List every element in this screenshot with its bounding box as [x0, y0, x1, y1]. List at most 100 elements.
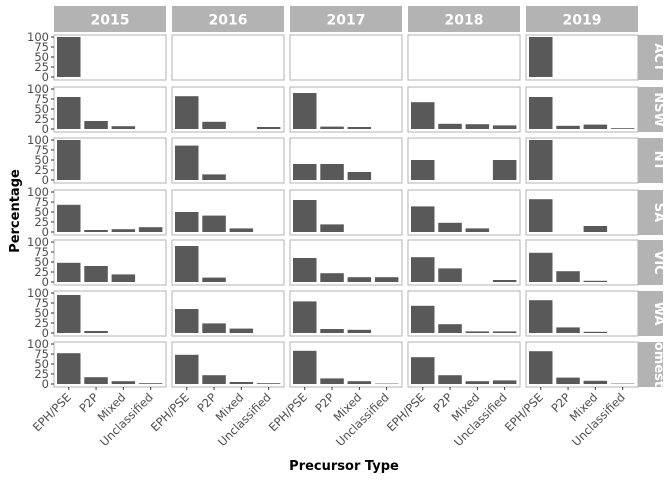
y-tick-label: 25	[34, 265, 49, 279]
bar-domestic-2016-p2p	[202, 375, 226, 384]
x-axis-title: Precursor Type	[289, 459, 399, 474]
bar-domestic-2017-ephpse	[293, 350, 317, 384]
y-tick-label: 25	[34, 112, 49, 126]
bar-domestic-2016-mixed	[229, 382, 254, 384]
bar-vic-2017-mixed	[347, 277, 372, 282]
bar-vic-2016-p2p	[202, 277, 226, 282]
row-strip-label-wa: WA	[651, 302, 666, 326]
bar-domestic-2016-unclassified	[256, 383, 281, 384]
bar-vic-2018-unclassified	[492, 280, 517, 282]
column-strip-2018	[408, 6, 520, 32]
bar-nt-2015-ephpse	[57, 140, 81, 180]
y-tick-label: 75	[34, 296, 49, 310]
bar-nsw-2015-mixed	[111, 126, 136, 129]
panel-act-2018	[407, 34, 521, 81]
x-tick-label: EPH/PSE	[266, 390, 310, 434]
bar-domestic-2017-p2p	[320, 378, 344, 384]
bar-sa-2019-mixed	[583, 226, 608, 232]
bar-nt-2016-p2p	[202, 174, 226, 180]
bar-nt-2017-p2p	[320, 164, 344, 180]
row-strip-nt	[637, 138, 663, 183]
bar-wa-2016-ephpse	[175, 309, 199, 333]
y-axes: 0255075100025507510002550751000255075100…	[27, 30, 54, 391]
bar-nsw-2018-mixed	[465, 124, 490, 129]
bar-wa-2017-mixed	[347, 329, 372, 333]
bar-nsw-2018-p2p	[438, 123, 462, 129]
bar-nt-2016-ephpse	[175, 145, 199, 180]
bar-nt-2018-unclassified	[492, 160, 517, 180]
bar-nsw-2018-unclassified	[492, 125, 517, 129]
row-strip-act	[637, 35, 663, 80]
y-tick-label: 100	[27, 133, 49, 147]
bar-nsw-2017-p2p	[320, 126, 344, 129]
y-tick-label: 100	[27, 337, 49, 351]
bar-nsw-2017-mixed	[347, 127, 372, 129]
bar-domestic-2018-unclassified	[492, 380, 517, 384]
bar-wa-2019-mixed	[583, 331, 608, 333]
row-strip-wa	[637, 291, 663, 336]
bar-nsw-2019-unclassified	[610, 128, 635, 129]
row-strip-sa	[637, 190, 663, 235]
bar-vic-2015-mixed	[111, 274, 136, 282]
y-tick-label: 0	[42, 377, 49, 391]
bar-wa-2018-mixed	[465, 331, 490, 333]
bar-nsw-2019-p2p	[556, 125, 580, 129]
x-tick-label: EPH/PSE	[384, 390, 428, 434]
bar-domestic-2015-mixed	[111, 381, 136, 384]
bar-sa-2015-ephpse	[57, 204, 81, 232]
bar-vic-2018-ephpse	[411, 257, 435, 282]
y-tick-label: 75	[34, 40, 49, 54]
bar-sa-2016-p2p	[202, 215, 226, 232]
y-tick-label: 0	[42, 275, 49, 289]
bar-sa-2017-p2p	[320, 224, 344, 232]
bar-vic-2018-p2p	[438, 268, 462, 282]
row-strip-label-nt: NT	[651, 151, 666, 171]
row-strip-label-nsw: NSW	[651, 92, 666, 127]
column-strip-label-2016: 2016	[209, 13, 248, 29]
bar-nt-2019-ephpse	[529, 140, 553, 180]
row-strip-label-sa: SA	[651, 203, 666, 222]
y-tick-label: 75	[34, 195, 49, 209]
row-strip-label-act: ACT	[651, 43, 666, 72]
bar-nt-2017-ephpse	[293, 164, 317, 180]
y-tick-label: 25	[34, 215, 49, 229]
bar-domestic-2015-p2p	[84, 377, 108, 384]
bar-domestic-2019-ephpse	[529, 351, 553, 384]
column-strip-label-2019: 2019	[563, 13, 602, 29]
y-axis-title: Percentage	[8, 169, 23, 253]
bar-vic-2019-p2p	[556, 271, 580, 282]
bar-wa-2019-p2p	[556, 327, 580, 333]
row-strip-label-vic: VIC	[651, 250, 666, 274]
column-strip-label-2018: 2018	[445, 13, 484, 29]
y-tick-label: 75	[34, 92, 49, 106]
bar-nt-2017-mixed	[347, 172, 372, 180]
bar-sa-2016-ephpse	[175, 212, 199, 232]
row-strip-nsw	[637, 87, 663, 132]
y-tick-label: 50	[34, 50, 49, 64]
bar-vic-2015-p2p	[84, 266, 108, 282]
bar-nsw-2016-ephpse	[175, 96, 199, 129]
bar-nsw-2015-ephpse	[57, 97, 81, 129]
y-tick-label: 100	[27, 235, 49, 249]
bar-nsw-2016-unclassified	[256, 127, 281, 129]
y-tick-label: 25	[34, 367, 49, 381]
bar-sa-2017-ephpse	[293, 200, 317, 232]
panel-act-2016	[171, 34, 285, 81]
bar-vic-2019-mixed	[583, 280, 608, 282]
bar-domestic-2017-mixed	[347, 381, 372, 384]
bar-domestic-2018-p2p	[438, 375, 462, 384]
bar-vic-2017-unclassified	[374, 277, 399, 282]
facet-strips: 2015 2016 2017 2018 2019 ACT NSW NT SA VIC WA omest	[54, 6, 666, 387]
bar-domestic-2018-ephpse	[411, 357, 435, 384]
y-tick-label: 0	[42, 70, 49, 84]
bar-vic-2015-ephpse	[57, 262, 81, 282]
y-tick-label: 25	[34, 60, 49, 74]
panel-act-2017	[289, 34, 403, 81]
bar-wa-2016-p2p	[202, 323, 226, 333]
bar-wa-2017-p2p	[320, 329, 344, 333]
bar-vic-2019-ephpse	[529, 252, 553, 282]
bar-domestic-2015-ephpse	[57, 353, 81, 384]
bar-wa-2018-unclassified	[492, 331, 517, 333]
bar-domestic-2019-mixed	[583, 380, 608, 384]
column-strip-label-2015: 2015	[91, 13, 130, 29]
